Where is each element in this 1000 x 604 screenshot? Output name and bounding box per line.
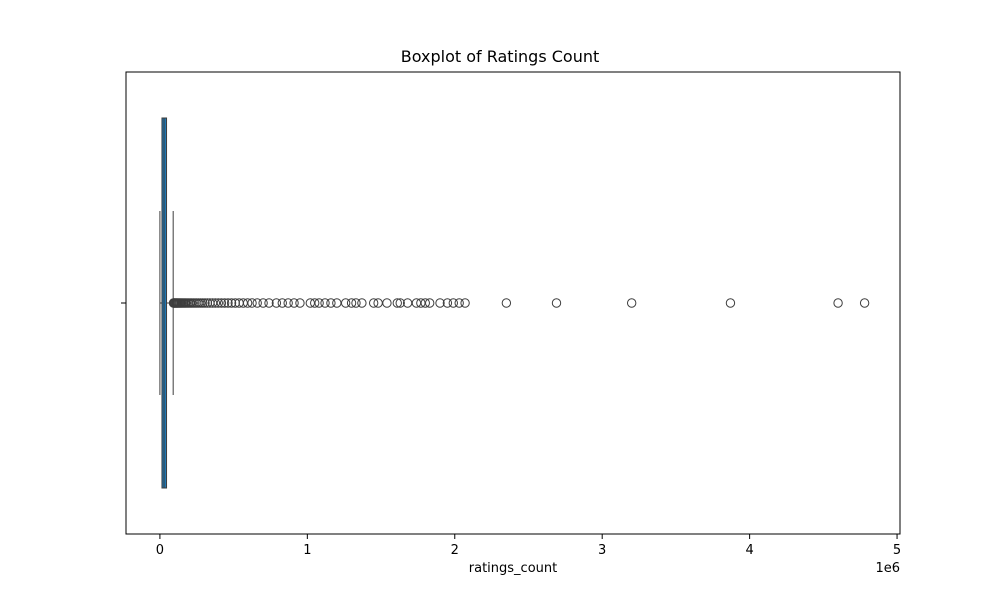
outlier-point [435, 298, 445, 308]
outlier-point [247, 298, 257, 308]
x-axis-label: ratings_count [468, 561, 558, 576]
x-tick-label: 4 [745, 543, 753, 558]
outlier-point [368, 298, 379, 308]
outlier-point [420, 298, 430, 308]
chart-title: Boxplot of Ratings Count [400, 47, 600, 66]
x-tick-label: 0 [156, 543, 164, 558]
outlier-point [454, 298, 464, 308]
outlier-point [332, 298, 342, 308]
outlier-point [626, 298, 637, 308]
outlier-point [425, 298, 435, 308]
outlier-point [395, 298, 405, 308]
outlier-point [310, 298, 320, 308]
outlier-point [314, 298, 324, 308]
x-axis-multiplier: 1e6 [875, 561, 900, 576]
outlier-point [219, 298, 230, 308]
x-tick-label: 2 [451, 543, 459, 558]
outlier-point [551, 298, 562, 308]
outlier-point [357, 298, 367, 308]
x-tick-label: 3 [598, 543, 606, 558]
outlier-point [346, 298, 357, 308]
outlier-point [320, 298, 330, 308]
outlier-point [289, 298, 299, 308]
outlier-point [210, 298, 221, 308]
outlier-point [264, 298, 274, 308]
outlier-point [859, 298, 870, 308]
outlier-point [213, 298, 223, 308]
outlier-point [326, 298, 336, 308]
outlier-point [460, 298, 470, 308]
axes-frame [125, 71, 901, 535]
outlier-point [258, 298, 268, 308]
outlier-point [198, 298, 208, 308]
outlier-point [392, 298, 402, 308]
outlier-point [277, 298, 287, 308]
outlier-point [200, 298, 210, 308]
outlier-point [725, 298, 736, 308]
x-tick-label: 1 [303, 543, 311, 558]
outlier-point [340, 298, 351, 308]
outlier-point [242, 298, 253, 308]
outlier-point [448, 298, 458, 308]
outlier-point [351, 298, 361, 308]
outlier-point [216, 298, 227, 308]
outlier-point [501, 298, 512, 308]
outlier-point [442, 298, 453, 308]
outlier-point [271, 298, 282, 308]
outlier-point [226, 298, 237, 308]
outlier-point [252, 298, 262, 308]
outlier-point [382, 298, 392, 308]
outlier-point [295, 298, 305, 308]
outlier-point [223, 298, 233, 308]
outlier-point [833, 298, 843, 308]
outlier-point [283, 298, 293, 308]
x-tick-label: 5 [893, 543, 901, 558]
